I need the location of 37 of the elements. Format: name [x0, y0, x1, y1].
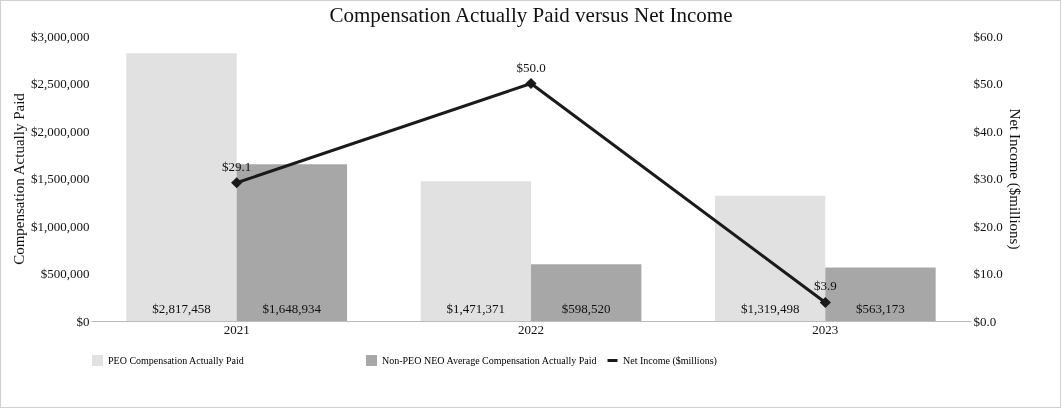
y-tick-label: $1,000,000 — [31, 218, 90, 234]
y2-tick-label: $60.0 — [973, 28, 1003, 44]
y2-tick-label: $40.0 — [973, 123, 1003, 139]
data-label: $1,648,934 — [262, 301, 322, 316]
point — [231, 177, 242, 188]
y-axis-title: Compensation Actually Paid — [11, 92, 27, 265]
y2-tick-label: $0.0 — [973, 313, 997, 329]
point — [525, 78, 537, 89]
y-tick-label: $2,500,000 — [31, 76, 90, 91]
data-label: $598,520 — [561, 301, 611, 316]
data-label: $3.9 — [813, 278, 837, 294]
y2-axis-title: Net Income ($millions) — [1005, 108, 1023, 250]
data-label: $1,319,498 — [740, 301, 800, 316]
legend-label: Net Income ($millions) — [623, 354, 717, 367]
legend-label: Non-PEO NEO Average Compensation Actually Paid — [382, 354, 597, 366]
bar — [531, 264, 642, 321]
point — [820, 297, 831, 308]
data-label: $2,817,458 — [152, 301, 211, 316]
y2-tick-label: $50.0 — [973, 76, 1003, 91]
y-tick-label: $0 — [76, 313, 90, 329]
bar — [420, 181, 531, 321]
y2-tick-label: $10.0 — [973, 266, 1003, 281]
x-tick-label: 2023 — [812, 321, 839, 337]
x-tick-label: 2022 — [518, 321, 544, 337]
y-tick-label: $500,000 — [40, 266, 90, 281]
y-tick-label: $2,000,000 — [31, 123, 90, 139]
data-label: $50.0 — [516, 59, 546, 75]
y-tick-label: $1,500,000 — [31, 171, 90, 186]
y-tick-label: $3,000,000 — [31, 28, 90, 44]
y2-tick-label: $20.0 — [973, 218, 1003, 234]
legend-label: PEO Compensation Actually Paid — [108, 354, 244, 366]
x-tick-label: 2021 — [223, 321, 250, 337]
chart-title: Compensation Actually Paid versus Net Income — [329, 3, 733, 27]
data-label: $29.1 — [222, 158, 252, 174]
y2-tick-label: $30.0 — [973, 171, 1003, 186]
data-label: $563,173 — [856, 301, 905, 316]
data-label: $1,471,371 — [446, 301, 506, 316]
